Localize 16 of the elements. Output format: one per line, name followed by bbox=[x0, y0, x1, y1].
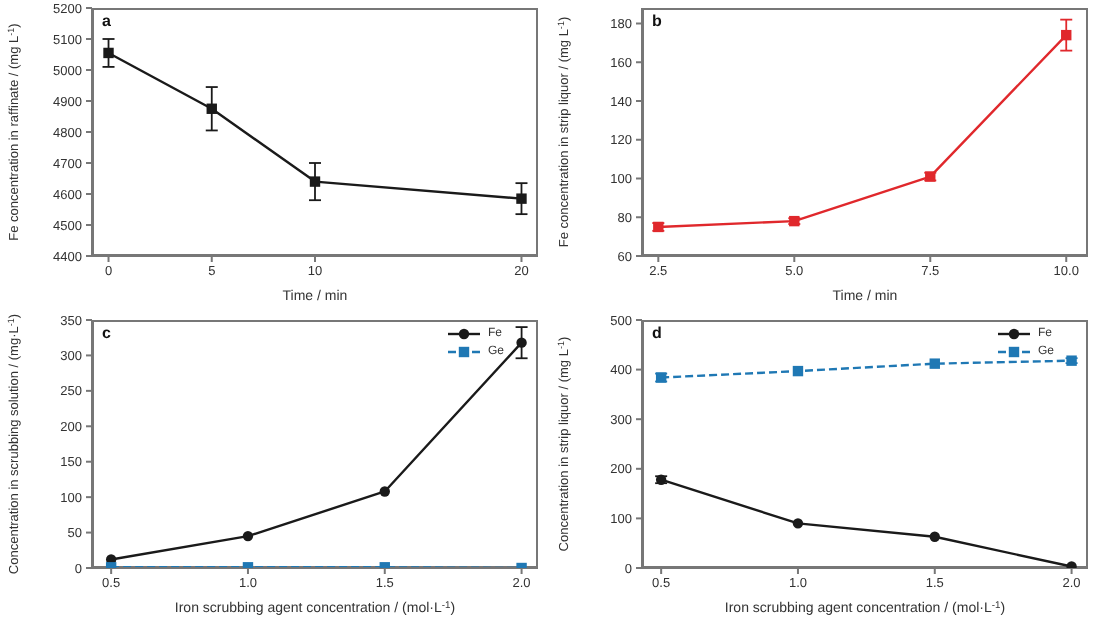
point bbox=[379, 486, 390, 497]
point bbox=[309, 176, 321, 187]
point bbox=[516, 193, 527, 204]
point bbox=[103, 47, 114, 59]
chart-title: a bbox=[102, 12, 111, 30]
point bbox=[792, 518, 804, 529]
point bbox=[1061, 29, 1072, 41]
chart-title: d bbox=[652, 324, 662, 342]
point bbox=[206, 103, 217, 114]
chart-title: b bbox=[652, 12, 662, 30]
point bbox=[242, 530, 254, 542]
point bbox=[516, 337, 527, 348]
chart-title: c bbox=[102, 324, 111, 342]
point bbox=[929, 531, 940, 542]
point bbox=[792, 365, 804, 377]
point bbox=[929, 358, 940, 369]
